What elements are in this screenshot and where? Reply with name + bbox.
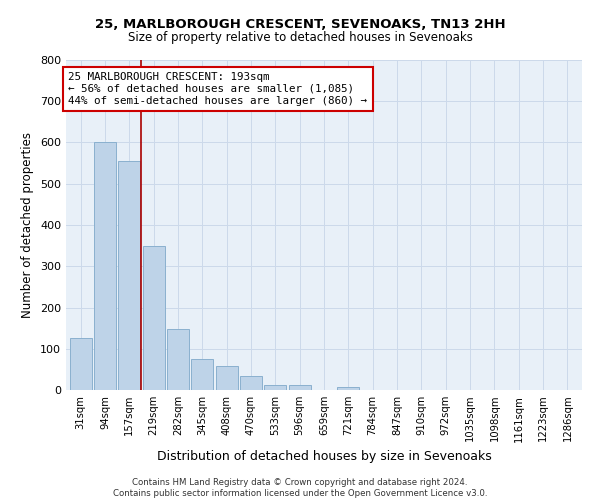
- Bar: [143, 246, 164, 390]
- Text: Contains HM Land Registry data © Crown copyright and database right 2024.
Contai: Contains HM Land Registry data © Crown c…: [113, 478, 487, 498]
- Bar: [70, 338, 92, 390]
- Text: 25 MARLBOROUGH CRESCENT: 193sqm
← 56% of detached houses are smaller (1,085)
44%: 25 MARLBOROUGH CRESCENT: 193sqm ← 56% of…: [68, 72, 367, 106]
- X-axis label: Distribution of detached houses by size in Sevenoaks: Distribution of detached houses by size …: [157, 450, 491, 463]
- Y-axis label: Number of detached properties: Number of detached properties: [22, 132, 34, 318]
- Bar: [265, 384, 286, 390]
- Bar: [167, 329, 189, 390]
- Bar: [215, 366, 238, 390]
- Bar: [337, 387, 359, 390]
- Text: 25, MARLBOROUGH CRESCENT, SEVENOAKS, TN13 2HH: 25, MARLBOROUGH CRESCENT, SEVENOAKS, TN1…: [95, 18, 505, 30]
- Bar: [240, 376, 262, 390]
- Bar: [118, 161, 140, 390]
- Bar: [191, 359, 213, 390]
- Bar: [289, 385, 311, 390]
- Text: Size of property relative to detached houses in Sevenoaks: Size of property relative to detached ho…: [128, 31, 472, 44]
- Bar: [94, 142, 116, 390]
